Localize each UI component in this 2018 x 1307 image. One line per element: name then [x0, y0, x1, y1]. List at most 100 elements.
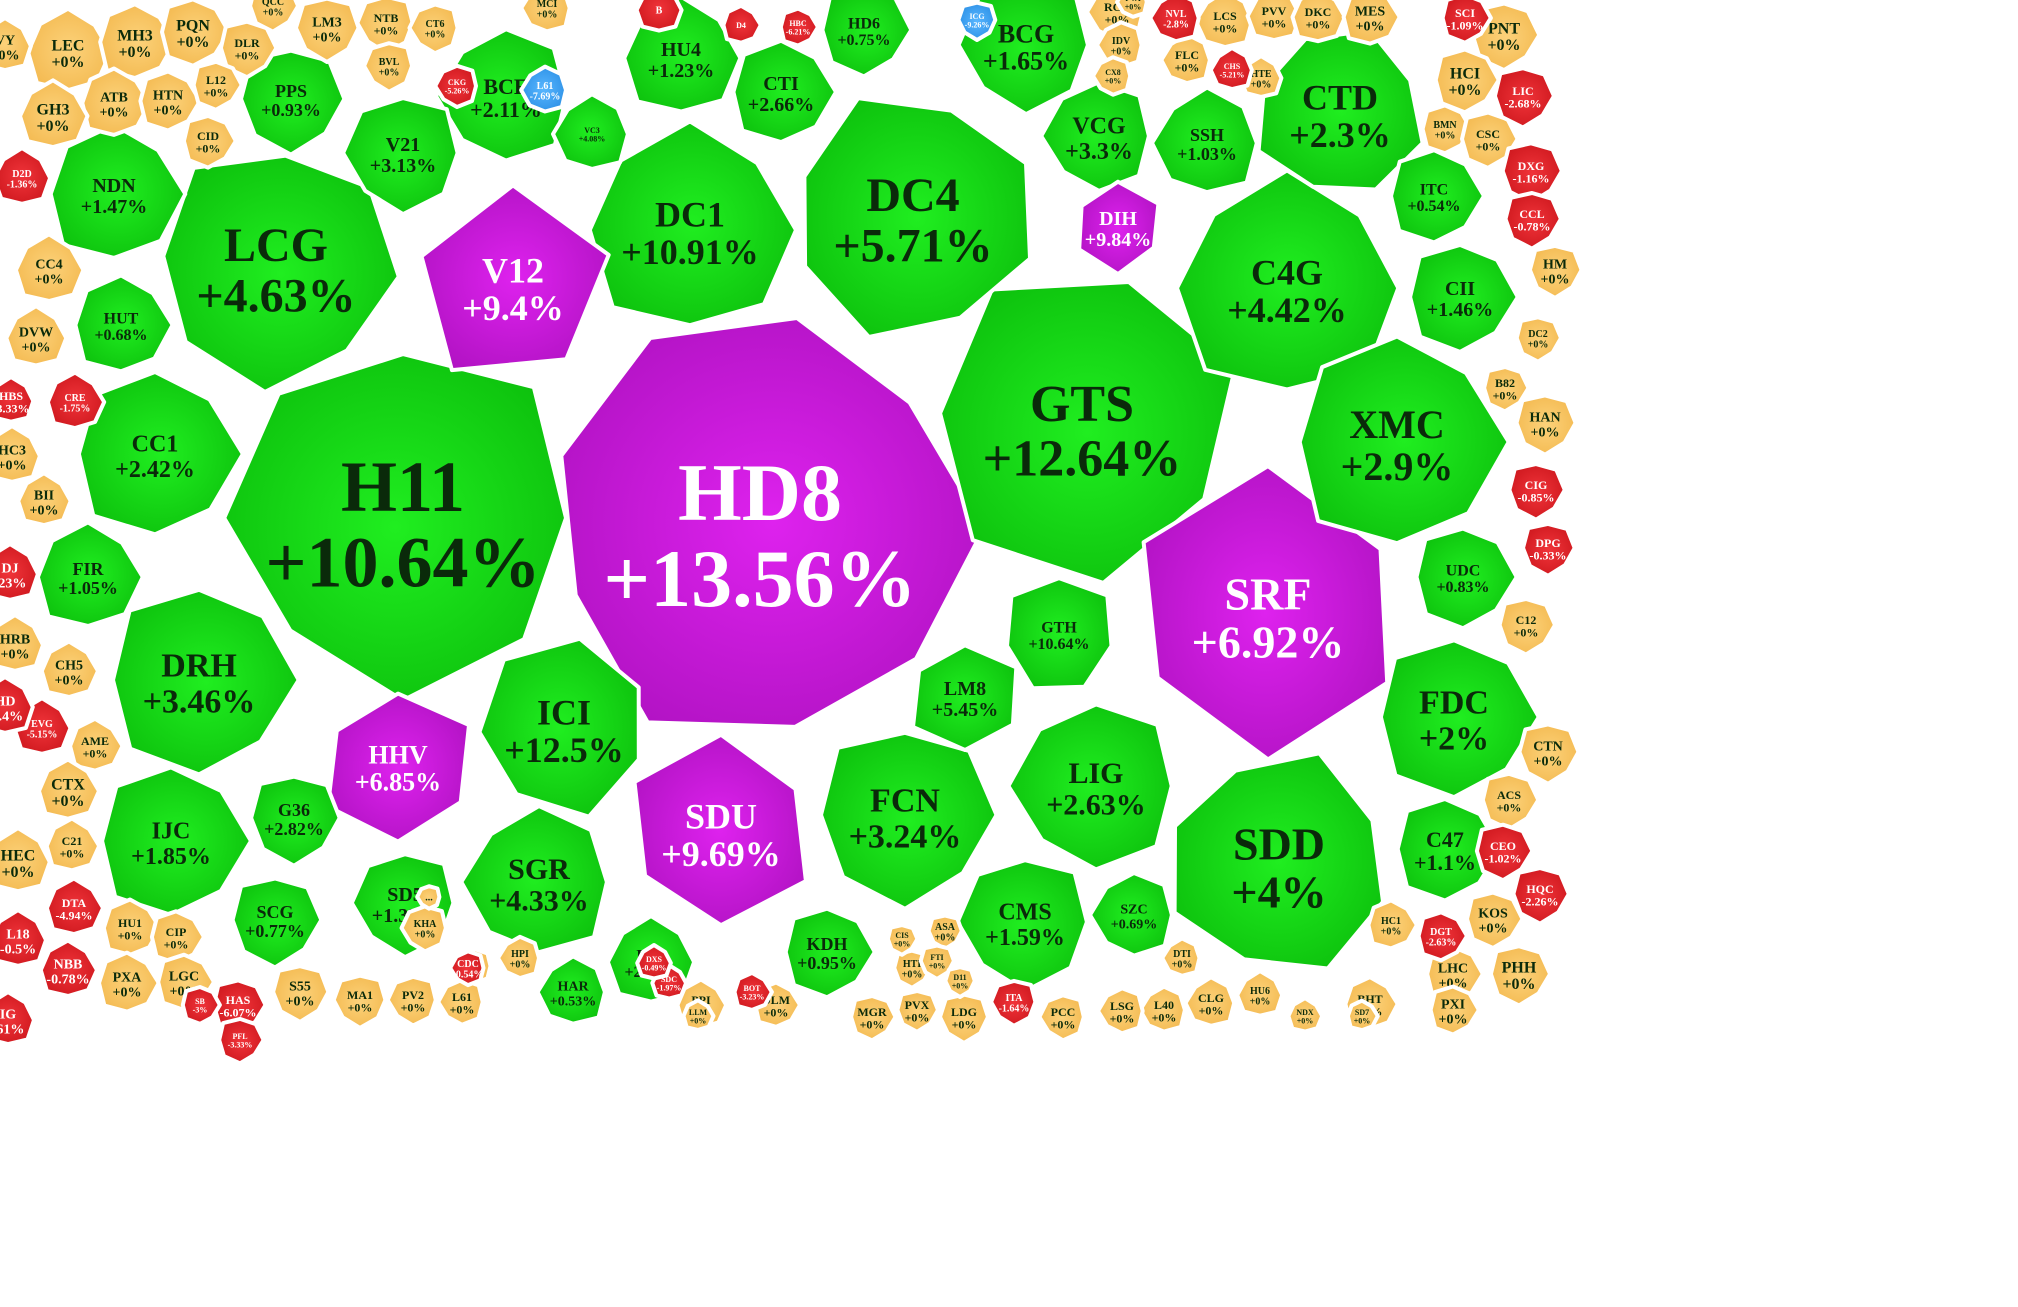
tile-ita-154[interactable]: ITA-1.64% [989, 978, 1038, 1028]
tile-ctn-105[interactable]: CTN+0% [1517, 722, 1581, 786]
tile-d11-126[interactable]: D11+0% [943, 965, 977, 999]
tile-c4g-9[interactable]: C4G+4.42% [1175, 168, 1401, 392]
tile-s55-78[interactable]: S55+0% [271, 964, 331, 1024]
tile-htn-59[interactable]: HTN+0% [138, 69, 202, 133]
tile-lsg-117[interactable]: LSG+0% [1096, 986, 1145, 1036]
tile-kdh-46[interactable]: KDH+0.95% [783, 906, 877, 1000]
tile-szc-47[interactable]: SZC+0.69% [1088, 871, 1174, 958]
tile-ndn-31[interactable]: NDN+1.47% [48, 122, 188, 260]
tile-hec-72[interactable]: HEC+0% [0, 826, 52, 894]
tile-cid-62[interactable]: CID+0% [181, 113, 238, 170]
tile-ctx-71[interactable]: CTX+0% [37, 757, 101, 821]
tile-ldg-119[interactable]: LDG+0% [938, 992, 990, 1045]
tile-phh-110[interactable]: PHH+0% [1488, 944, 1553, 1008]
tile-lcg-4[interactable]: LCG+4.63% [161, 153, 401, 394]
tile-kha-82[interactable]: KHA+0% [399, 904, 448, 954]
tile-cis-123[interactable]: CIS+0% [885, 923, 920, 957]
tile-dvw-65[interactable]: DVW+0% [4, 304, 69, 368]
tile-dj-157[interactable]: DJ-23% [0, 542, 40, 602]
tile-cii-32[interactable]: CII+1.46% [1408, 242, 1520, 354]
tile-chs-152[interactable]: CHS-5.21% [1208, 46, 1254, 92]
tile-acs-106[interactable]: ACS+0% [1480, 771, 1541, 832]
tile-cre-135[interactable]: CRE-1.75% [45, 370, 107, 431]
tile-ig-158[interactable]: IG-61% [0, 990, 36, 1047]
tile-sdd-8[interactable]: SDD+4% [1172, 751, 1385, 971]
tile-fir-42[interactable]: FIR+1.05% [35, 520, 145, 628]
tile-cx8-89[interactable]: CX8+0% [1091, 55, 1133, 97]
tile-mci-86[interactable]: MCI+0% [519, 0, 572, 34]
tile-pqn-52[interactable]: PQN+0% [160, 0, 231, 68]
tile-hbs-164[interactable]: HBS-3.33% [0, 375, 36, 424]
tile-ccl-145[interactable]: CCL-0.78% [1503, 191, 1563, 251]
tile-cc4-64[interactable]: CC4+0% [13, 232, 86, 303]
tile-cc1-20[interactable]: CC1+2.42% [76, 370, 245, 537]
tile-ctd-10[interactable]: CTD+2.3% [1256, 28, 1425, 192]
tile-har-48[interactable]: HAR+0.53% [535, 954, 607, 1026]
tile---133[interactable]: ... [415, 884, 442, 911]
tile-hd6-38[interactable]: HD6+0.75% [820, 0, 914, 79]
tile-dc1-5[interactable]: DC1+10.91% [587, 119, 798, 328]
tile-hu6-113[interactable]: HU6+0% [1235, 969, 1285, 1018]
tile-pv2-80[interactable]: PV2+0% [385, 974, 438, 1028]
tile-vc3-49[interactable]: VC3+4.08% [551, 92, 630, 171]
tile-bmn-98[interactable]: BMN+0% [1420, 103, 1473, 156]
tile-mgr-121[interactable]: MGR+0% [849, 994, 898, 1043]
tile-fti-125[interactable]: FTI+0% [918, 943, 956, 981]
tile-flc-90[interactable]: FLC+0% [1159, 32, 1212, 86]
tile-dti-115[interactable]: DTI+0% [1160, 936, 1202, 978]
tile-ckg-161[interactable]: CKG-5.26% [433, 63, 478, 109]
tile-c12-104[interactable]: C12+0% [1497, 597, 1557, 657]
tile-nbb-138[interactable]: NBB-0.78% [38, 938, 99, 998]
tile-l61-81[interactable]: L61+0% [436, 977, 485, 1027]
tile-dpg-147[interactable]: DPG-0.33% [1521, 521, 1577, 578]
tile-l40-116[interactable]: L40+0% [1138, 984, 1187, 1034]
tile-hqc-149[interactable]: HQC-2.26% [1511, 866, 1571, 926]
tile-v21-36[interactable]: V21+3.13% [341, 96, 460, 217]
tile-kos-107[interactable]: KOS+0% [1465, 890, 1525, 950]
tile-pvv-93[interactable]: PVV+0% [1245, 0, 1303, 43]
tile-udc-40[interactable]: UDC+0.83% [1414, 526, 1519, 631]
tile-dta-137[interactable]: DTA-4.94% [44, 876, 106, 937]
tile-lcs-91[interactable]: LCS+0% [1193, 0, 1254, 50]
tile-vcg-23[interactable]: VCG+3.3% [1039, 80, 1151, 193]
tile-dkc-94[interactable]: DKC+0% [1290, 0, 1347, 44]
tile-lm8-27[interactable]: LM8+5.45% [911, 643, 1019, 752]
tile-qcc-57[interactable]: QCC+0% [248, 0, 301, 34]
tile-hm-100[interactable]: HM+0% [1527, 243, 1584, 300]
tile-dc4-3[interactable]: DC4+5.71% [802, 96, 1032, 339]
tile-hci-97[interactable]: HCI+0% [1433, 47, 1501, 115]
tile-icg-168[interactable]: ICG-9.26% [956, 0, 998, 42]
tile-dxs-163[interactable]: DXS-0.49% [635, 943, 673, 981]
tile-han-103[interactable]: HAN+0% [1514, 393, 1578, 457]
tile-xmc-11[interactable]: XMC+2.9% [1297, 334, 1511, 546]
tile-d4-159[interactable]: D4 [721, 3, 763, 45]
tile-lig-17[interactable]: LIG+2.63% [1006, 702, 1174, 872]
tile-ici-12[interactable]: ICI+12.5% [477, 636, 641, 819]
tile-hc1-108[interactable]: HC1+0% [1366, 898, 1419, 951]
tile-pcc-118[interactable]: PCC+0% [1037, 993, 1086, 1043]
tile-d2d-134[interactable]: D2D-1.36% [0, 146, 53, 206]
tile-c21-73[interactable]: C21+0% [44, 816, 102, 873]
tile-sb-165[interactable]: SB-3% [180, 985, 222, 1026]
tile-atb-58[interactable]: ATB+0% [80, 66, 152, 137]
tile-dgt-150[interactable]: DGT-2.63% [1416, 910, 1469, 963]
tile-lic-143[interactable]: LIC-2.68% [1492, 66, 1556, 130]
tile-pvx-120[interactable]: PVX+0% [895, 989, 940, 1034]
tile-cig-146[interactable]: CIG-0.85% [1507, 462, 1567, 522]
tile-v12-6[interactable]: V12+9.4% [419, 183, 611, 373]
tile-hd8-0[interactable]: HD8+13.56% [559, 316, 986, 729]
tile-sdu-13[interactable]: SDU+9.69% [632, 732, 808, 928]
tile-ntb-55[interactable]: NTB+0% [355, 0, 415, 55]
tile-hhv-14[interactable]: HHV+6.85% [325, 691, 471, 844]
tile-ssh-35[interactable]: SSH+1.03% [1150, 85, 1259, 195]
tile-dc2-101[interactable]: DC2+0% [1514, 315, 1563, 364]
tile-pfl-140[interactable]: PFL-3.33% [217, 1016, 266, 1066]
tile-cti-34[interactable]: CTI+2.66% [731, 38, 838, 145]
tile-hc3-66[interactable]: HC3+0% [0, 424, 42, 484]
tile-dih-24[interactable]: DIH+9.84% [1077, 179, 1161, 277]
tile-csc-99[interactable]: CSC+0% [1460, 110, 1520, 170]
tile-ma1-79[interactable]: MA1+0% [331, 973, 388, 1030]
tile-hd-156[interactable]: HD-1.4% [0, 675, 35, 735]
tile-hut-41[interactable]: HUT+0.68% [73, 273, 175, 374]
tile-gh3-61[interactable]: GH3+0% [18, 78, 90, 150]
